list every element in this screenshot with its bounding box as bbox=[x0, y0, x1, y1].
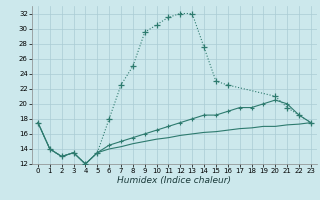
X-axis label: Humidex (Indice chaleur): Humidex (Indice chaleur) bbox=[117, 176, 231, 185]
